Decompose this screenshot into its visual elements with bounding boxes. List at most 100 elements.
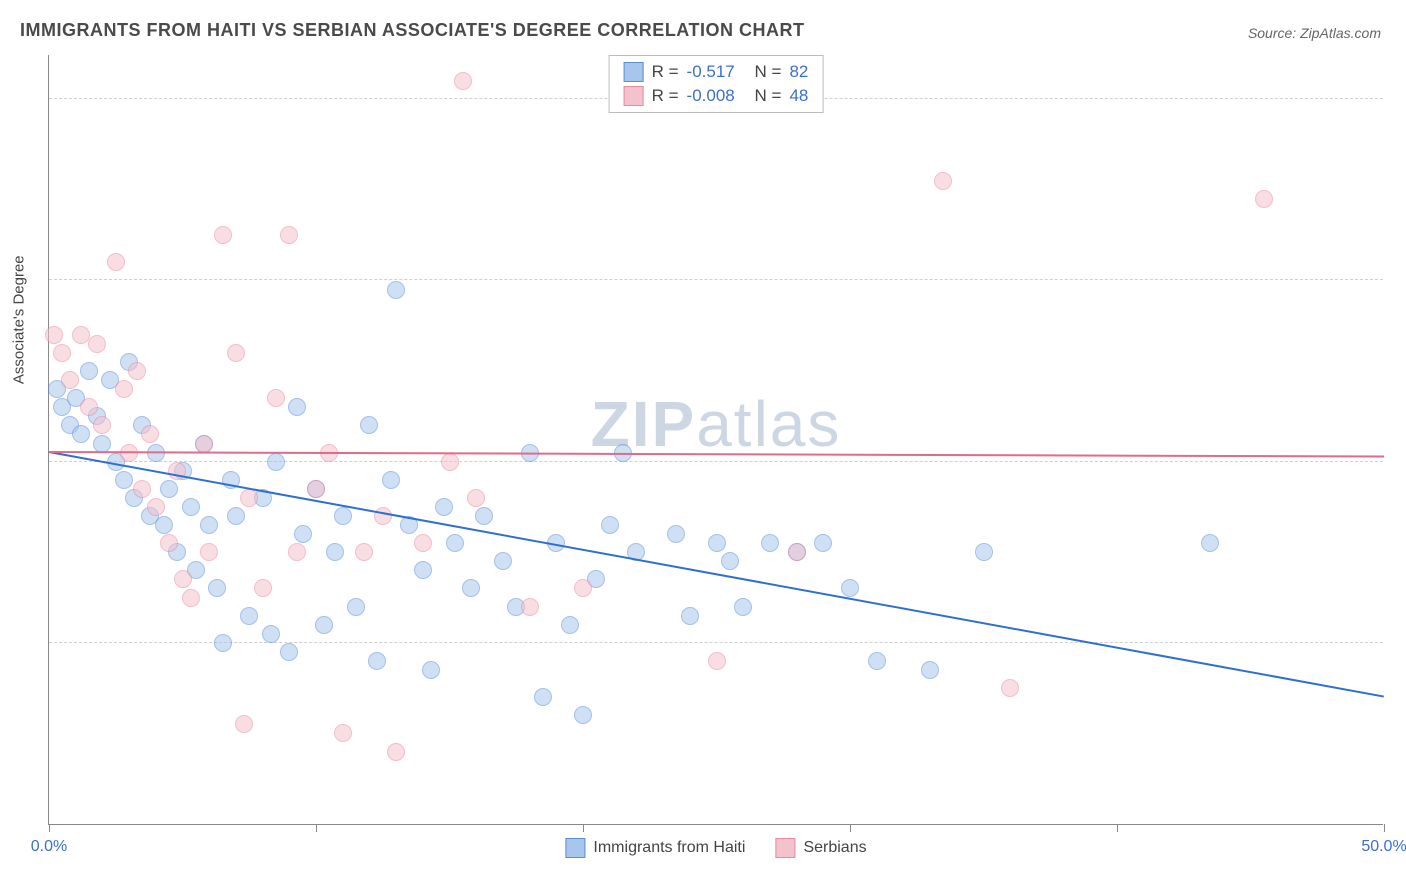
data-point-serbians [934,172,952,190]
data-point-haiti [240,607,258,625]
data-point-haiti [326,543,344,561]
data-point-haiti [115,471,133,489]
data-point-haiti [80,362,98,380]
data-point-serbians [788,543,806,561]
x-tick [1117,824,1118,832]
data-point-haiti [1201,534,1219,552]
data-point-serbians [133,480,151,498]
data-point-haiti [435,498,453,516]
data-point-serbians [521,598,539,616]
data-point-haiti [422,661,440,679]
data-point-serbians [254,579,272,597]
data-point-serbians [53,344,71,362]
watermark-bold: ZIP [591,388,697,460]
x-tick-label: 0.0% [31,838,67,856]
data-point-haiti [721,552,739,570]
data-point-haiti [200,516,218,534]
data-point-haiti [208,579,226,597]
data-point-serbians [227,344,245,362]
data-point-serbians [88,335,106,353]
data-point-haiti [72,425,90,443]
source-prefix: Source: [1248,25,1300,41]
data-point-haiti [387,281,405,299]
legend-item-serbians: Serbians [775,838,866,858]
watermark-rest: atlas [696,388,841,460]
data-point-serbians [467,489,485,507]
source-name: ZipAtlas.com [1300,25,1381,41]
data-point-haiti [561,616,579,634]
data-point-haiti [382,471,400,489]
data-point-serbians [115,380,133,398]
trend-line-serbians [49,451,1384,458]
data-point-haiti [708,534,726,552]
data-point-serbians [280,226,298,244]
data-point-haiti [227,507,245,525]
data-point-serbians [45,326,63,344]
y-tick-label: 60.0% [1393,271,1406,289]
gridline [49,642,1383,643]
data-point-serbians [387,743,405,761]
data-point-serbians [307,480,325,498]
x-tick [850,824,851,832]
source-attribution: Source: ZipAtlas.com [1248,25,1381,41]
legend-item-haiti: Immigrants from Haiti [565,838,745,858]
data-point-haiti [262,625,280,643]
data-point-haiti [446,534,464,552]
data-point-haiti [160,480,178,498]
data-point-serbians [334,724,352,742]
n-value-serbians: 48 [789,86,808,106]
data-point-haiti [414,561,432,579]
x-tick [316,824,317,832]
stats-row-serbians: R = -0.008 N = 48 [624,84,809,108]
gridline [49,279,1383,280]
n-label: N = [755,86,782,106]
data-point-serbians [1001,679,1019,697]
n-label: N = [755,62,782,82]
data-point-serbians [267,389,285,407]
stats-legend: R = -0.517 N = 82 R = -0.008 N = 48 [609,55,824,113]
data-point-serbians [195,435,213,453]
y-tick-label: 40.0% [1393,453,1406,471]
data-point-serbians [235,715,253,733]
data-point-serbians [708,652,726,670]
plot-area: ZIPatlas Associate's Degree R = -0.517 N… [48,55,1383,825]
data-point-haiti [368,652,386,670]
x-tick [583,824,584,832]
data-point-haiti [347,598,365,616]
data-point-serbians [174,570,192,588]
series-legend: Immigrants from Haiti Serbians [565,838,866,858]
data-point-haiti [574,706,592,724]
data-point-serbians [182,589,200,607]
data-point-haiti [334,507,352,525]
data-point-haiti [475,507,493,525]
data-point-haiti [814,534,832,552]
data-point-serbians [93,416,111,434]
data-point-haiti [155,516,173,534]
data-point-serbians [61,371,79,389]
data-point-haiti [667,525,685,543]
r-label: R = [652,62,679,82]
data-point-haiti [494,552,512,570]
data-point-serbians [160,534,178,552]
x-tick-label: 50.0% [1361,838,1406,856]
legend-label-haiti: Immigrants from Haiti [593,839,745,857]
data-point-haiti [921,661,939,679]
data-point-haiti [267,453,285,471]
gridline [49,461,1383,462]
data-point-haiti [360,416,378,434]
chart-title: IMMIGRANTS FROM HAITI VS SERBIAN ASSOCIA… [20,20,804,41]
data-point-serbians [128,362,146,380]
legend-label-serbians: Serbians [803,839,866,857]
data-point-haiti [734,598,752,616]
data-point-haiti [681,607,699,625]
data-point-haiti [761,534,779,552]
data-point-serbians [80,398,98,416]
data-point-haiti [868,652,886,670]
data-point-serbians [200,543,218,561]
r-label: R = [652,86,679,106]
data-point-serbians [574,579,592,597]
stats-swatch-serbians [624,86,644,106]
data-point-serbians [441,453,459,471]
r-value-serbians: -0.008 [687,86,747,106]
y-tick-label: 20.0% [1393,634,1406,652]
